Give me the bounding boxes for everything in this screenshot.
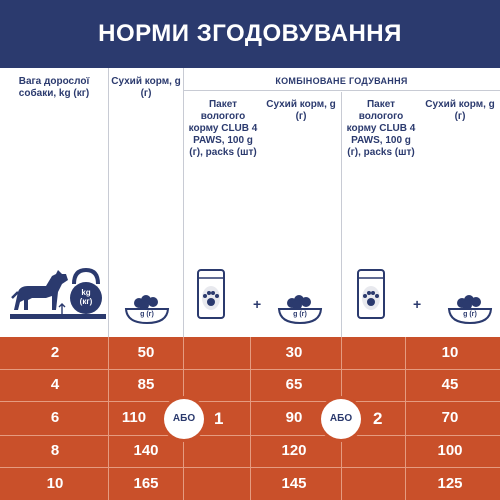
header-bar: НОРМИ ЗГОДОВУВАННЯ (0, 0, 500, 68)
page-title: НОРМИ ЗГОДОВУВАННЯ (98, 20, 402, 47)
dry-cell: 165 (133, 475, 159, 492)
divider-option1-option2 (341, 92, 342, 337)
dry-cell: 50 (137, 344, 155, 361)
column-divider (250, 337, 251, 500)
pack-count-option-1: 1 (214, 409, 224, 428)
combo2-dry-cell: 100 (437, 442, 463, 459)
pack-column-header-1: Пакет вологого корму CLUB 4 PAWS, 100 g … (188, 99, 258, 158)
pack-count-option-2: 2 (373, 409, 383, 428)
combo2-dry-cell: 125 (437, 475, 463, 492)
or-badge-1: АБО (164, 399, 204, 439)
wet-food-pack-icon-2 (357, 269, 385, 319)
combo2-dry-cell: 70 (441, 409, 459, 426)
dry-food-bowl-icon-3 (447, 295, 493, 325)
wet-food-pack-icon (197, 269, 225, 319)
weight-cell: 6 (50, 409, 60, 426)
weight-cell: 2 (50, 344, 60, 361)
dry-combo-column-header-1: Сухий корм, g (г) (266, 99, 336, 122)
combined-header-underline (183, 90, 500, 91)
dry-cell: 140 (133, 442, 159, 459)
dry-cell: 110 (121, 409, 147, 426)
column-divider (405, 337, 406, 500)
weight-cell: 10 (46, 475, 64, 492)
weight-cell: 8 (50, 442, 60, 459)
combo1-dry-cell: 120 (281, 442, 307, 459)
column-divider (108, 337, 109, 500)
plus-sign-2: + (413, 296, 422, 312)
bowl-label-3: g (г) (463, 311, 477, 318)
dry-cell: 85 (137, 376, 155, 393)
dry-food-bowl-icon (124, 295, 170, 325)
combo1-dry-cell: 90 (285, 409, 303, 426)
spacer (430, 92, 431, 337)
combo2-dry-cell: 10 (441, 344, 459, 361)
divider-dry-combined (183, 68, 184, 337)
divider-weight-dry (108, 68, 109, 337)
combo1-dry-cell: 30 (285, 344, 303, 361)
plus-sign-1: + (253, 296, 262, 312)
bowl-label: g (г) (140, 311, 154, 318)
kettlebell-label: kg (кг) (79, 288, 93, 306)
weight-column-header: Вага дорослої собаки, kg (кг) (18, 76, 90, 99)
combined-feeding-header: КОМБІНОВАНЕ ГОДУВАННЯ (275, 76, 408, 86)
combo1-dry-cell: 145 (281, 475, 307, 492)
or-badge-2: АБО (321, 399, 361, 439)
bowl-label-2: g (г) (293, 311, 307, 318)
dry-food-bowl-icon-2 (277, 295, 323, 325)
pack-column-header-2: Пакет вологого корму CLUB 4 PAWS, 100 g … (346, 99, 416, 158)
combo1-dry-cell: 65 (285, 376, 303, 393)
dry-column-header: Сухий корм, g (г) (111, 76, 181, 99)
dry-combo-column-header-2: Сухий корм, g (г) (425, 99, 495, 122)
dog-kettlebell-icon (10, 267, 106, 319)
combo2-dry-cell: 45 (441, 376, 459, 393)
weight-cell: 4 (50, 376, 60, 393)
